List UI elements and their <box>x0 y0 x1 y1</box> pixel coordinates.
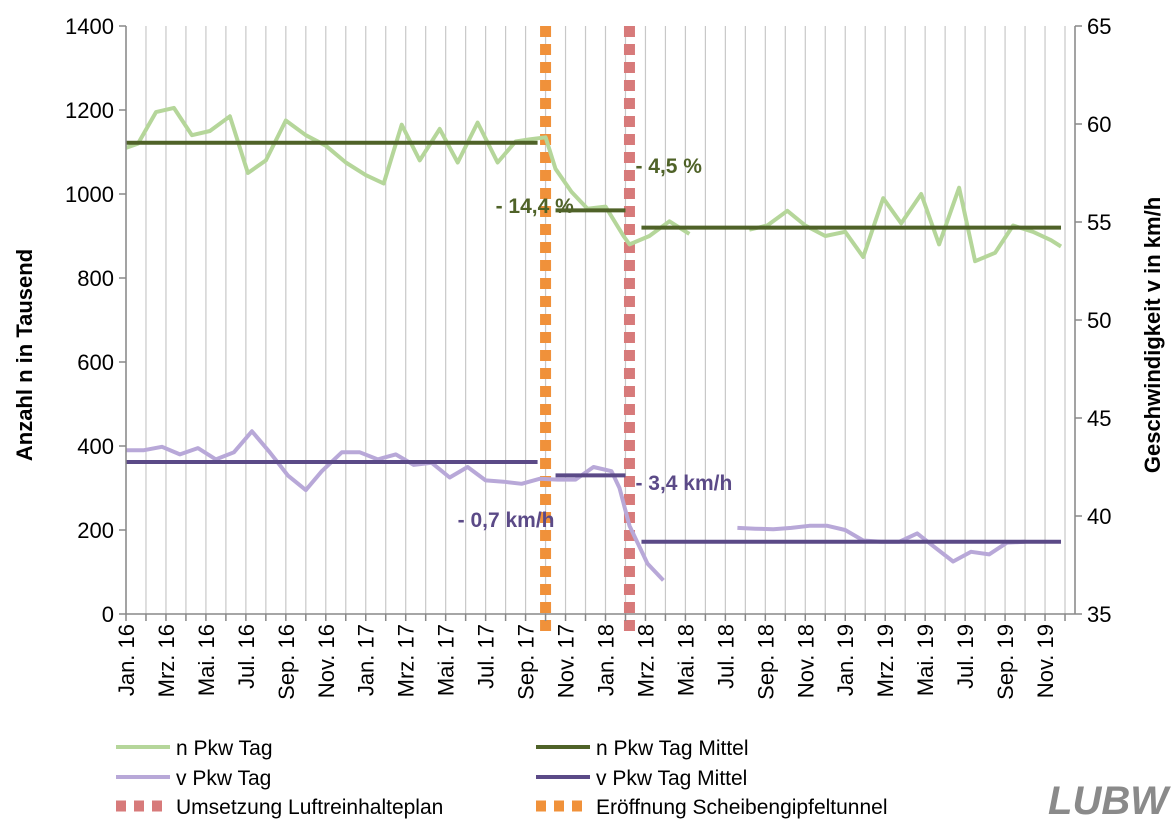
legend-label: Umsetzung Luftreinhalteplan <box>176 796 443 819</box>
annotation-label: - 0,7 km/h <box>458 509 555 532</box>
annotations: - 14,4 % - 4,5 % - 0,7 km/h - 3,4 km/h <box>458 155 733 532</box>
annotation-label: - 3,4 km/h <box>635 472 732 495</box>
y2-tick-label: 35 <box>1087 602 1111 627</box>
x-tick-label: Nov. 18 <box>793 624 818 698</box>
x-tick-label: Mrz. 17 <box>394 624 419 697</box>
y-tick-label: 1200 <box>65 98 114 123</box>
annotation-label: - 4,5 % <box>635 155 702 178</box>
y2-tick-label: 40 <box>1087 504 1111 529</box>
x-tick-label: Mai. 18 <box>673 624 698 696</box>
legend-label: v Pkw Tag <box>176 767 271 790</box>
y2-tick-label: 45 <box>1087 406 1111 431</box>
x-tick-label: Jul. 16 <box>234 624 259 689</box>
event-markers <box>540 26 635 636</box>
legend: n Pkw Tag n Pkw Tag Mittel v Pkw Tag v Pkw … <box>116 737 888 819</box>
y2-tick-label: 55 <box>1087 210 1111 235</box>
y-tick-label: 1400 <box>65 14 114 39</box>
x-tick-label: Sep. 16 <box>274 624 299 700</box>
data-series <box>125 105 1063 582</box>
x-tick-label: Sep. 19 <box>993 624 1018 700</box>
x-tick-label: Nov. 17 <box>554 624 579 698</box>
series-line <box>126 429 665 582</box>
x-tick-label: Jan. 17 <box>354 624 379 696</box>
y-tick-label: 1000 <box>65 182 114 207</box>
x-tick-label: Nov. 19 <box>1033 624 1058 698</box>
lubw-logo: LUBW <box>1048 779 1171 821</box>
axes: 0 200 400 600 800 1000 1200 1400 35 40 45 50 55 60 65 J… <box>65 14 1111 700</box>
legend-label: n Pkw Tag <box>176 737 273 760</box>
legend-label: n Pkw Tag Mittel <box>596 737 749 760</box>
x-tick-label: Nov. 16 <box>314 624 339 698</box>
y2-tick-label: 60 <box>1087 112 1111 137</box>
y2-tick-label: 65 <box>1087 14 1111 39</box>
grid-lines <box>125 26 1076 614</box>
x-tick-label: Jul. 17 <box>474 624 499 689</box>
series-line <box>125 105 691 247</box>
x-tick-label: Mai. 16 <box>194 624 219 696</box>
x-tick-label: Jan. 19 <box>833 624 858 696</box>
y-tick-label: 400 <box>77 434 114 459</box>
x-tick-label: Sep. 17 <box>514 624 539 700</box>
y-tick-label: 800 <box>77 266 114 291</box>
legend-label: v Pkw Tag Mittel <box>596 767 747 790</box>
x-tick-label: Mrz. 19 <box>873 624 898 697</box>
y-tick-label: 0 <box>102 602 114 627</box>
annotation-label: - 14,4 % <box>496 195 575 218</box>
x-tick-label: Jul. 18 <box>713 624 738 689</box>
y-axis-title: Anzahl n in Tausend <box>12 249 37 461</box>
x-tick-label: Mrz. 16 <box>154 624 179 697</box>
y-tick-label: 600 <box>77 350 114 375</box>
y2-axis-title: Geschwindigkeit v in km/h <box>1140 197 1165 473</box>
y-tick-label: 200 <box>77 518 114 543</box>
x-tick-label: Mai. 19 <box>913 624 938 696</box>
legend-label: Eröffnung Scheibengipfeltunnel <box>596 796 888 819</box>
x-tick-label: Jan. 18 <box>593 624 618 696</box>
x-tick-label: Jul. 19 <box>953 624 978 689</box>
x-tick-label: Sep. 18 <box>753 624 778 700</box>
x-tick-label: Mai. 17 <box>434 624 459 696</box>
y2-tick-label: 50 <box>1087 308 1111 333</box>
x-tick-label: Jan. 16 <box>114 624 139 696</box>
x-tick-label: Mrz. 18 <box>633 624 658 697</box>
